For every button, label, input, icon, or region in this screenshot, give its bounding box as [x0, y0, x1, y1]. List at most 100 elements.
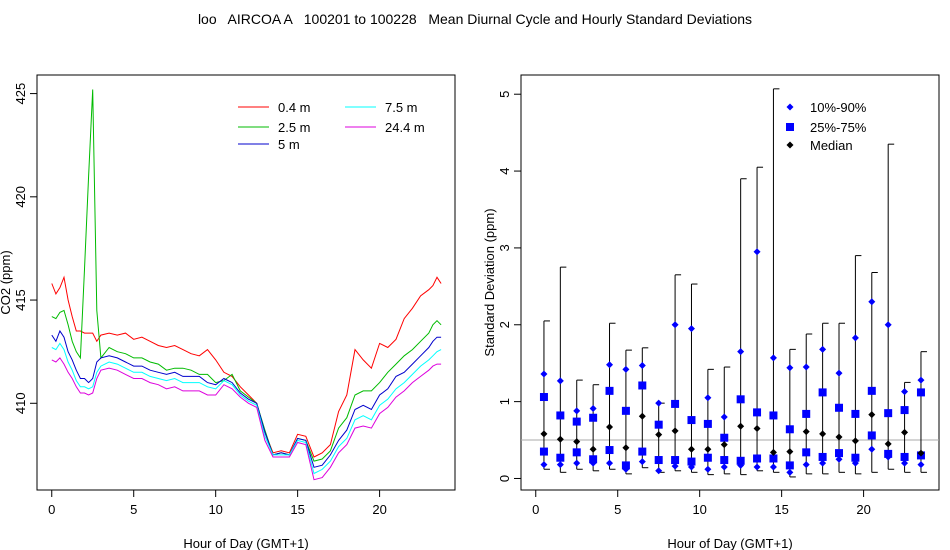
p25-point: [884, 449, 893, 458]
p90-point: [589, 405, 597, 413]
median-point: [638, 412, 646, 420]
p75-point: [720, 433, 729, 442]
median-point: [655, 431, 663, 439]
p10-point: [769, 463, 777, 471]
p10-point: [606, 459, 614, 467]
p75-point: [900, 406, 909, 415]
p10-point: [835, 455, 843, 463]
p25-point: [769, 454, 778, 463]
median-point: [786, 448, 794, 456]
median-point: [802, 428, 810, 436]
median-point: [720, 441, 728, 449]
series-line-2-5-m: [51, 89, 442, 462]
p25-point: [621, 461, 630, 470]
p10-point: [540, 461, 548, 469]
legend-label: 24.4 m: [385, 120, 425, 135]
median-point: [737, 422, 745, 430]
p25-point: [785, 461, 794, 470]
p90-point: [720, 413, 728, 421]
legend-label: 0.4 m: [278, 100, 311, 115]
y-axis-label: Standard Deviation (ppm): [482, 208, 497, 356]
p25-point: [687, 457, 696, 466]
y-tick-label: 3: [497, 244, 512, 251]
median-point: [622, 444, 630, 452]
y-tick-label: 1: [497, 398, 512, 405]
p10-point: [573, 459, 581, 467]
p10-point: [704, 465, 712, 473]
median-point: [753, 425, 761, 433]
median-point: [589, 445, 597, 453]
y-tick-label: 0: [497, 475, 512, 482]
series-line-24-4-m: [51, 357, 442, 481]
p25-point: [556, 453, 565, 462]
p75-point: [539, 393, 548, 402]
y-axis-label: CO2 (ppm): [0, 250, 13, 314]
p90-point: [671, 321, 679, 329]
legend-label: 7.5 m: [385, 100, 418, 115]
p10-point: [655, 467, 663, 475]
median-point: [606, 423, 614, 431]
median-point: [573, 438, 581, 446]
p90-point: [655, 399, 663, 407]
y-tick-label: 2: [497, 321, 512, 328]
p75-point: [589, 413, 598, 422]
p75-point: [556, 411, 565, 420]
p75-point: [785, 425, 794, 434]
p90-point: [737, 348, 745, 356]
p25-point: [605, 446, 614, 455]
p10-point: [556, 461, 564, 469]
p25-point: [818, 452, 827, 461]
x-tick-label: 20: [856, 502, 870, 517]
x-tick-label: 5: [130, 502, 137, 517]
p25-point: [802, 448, 811, 457]
p25-point: [736, 456, 745, 465]
x-tick-label: 15: [290, 502, 304, 517]
p10-point: [786, 468, 794, 476]
p75-point: [867, 386, 876, 395]
y-tick-label: 415: [13, 289, 28, 311]
median-point: [687, 445, 695, 453]
median-point: [556, 435, 564, 443]
plot-frame: [520, 74, 940, 491]
p90-point: [622, 365, 630, 373]
plot-frame: [36, 74, 456, 491]
x-tick-label: 20: [372, 502, 386, 517]
p75-point: [851, 409, 860, 418]
p90-point: [917, 376, 925, 384]
p75-point: [736, 395, 745, 404]
p25-point: [867, 431, 876, 440]
x-axis-label: Hour of Day (GMT+1): [667, 536, 792, 550]
p10-point: [671, 462, 679, 470]
y-tick-label: 425: [13, 83, 28, 105]
p90-point: [901, 388, 909, 396]
p90-point: [556, 377, 564, 385]
x-tick-label: 0: [48, 502, 55, 517]
median-point: [769, 448, 777, 456]
p10-point: [819, 459, 827, 467]
p25-point: [654, 456, 663, 465]
legend-marker: [786, 141, 794, 149]
legend-label: 25%-75%: [810, 120, 867, 135]
x-tick-label: 10: [692, 502, 706, 517]
p10-point: [720, 463, 728, 471]
series-line-5-m: [51, 329, 442, 468]
p75-point: [687, 416, 696, 425]
p90-point: [638, 362, 646, 369]
p25-point: [539, 447, 548, 456]
p90-point: [819, 345, 827, 353]
median-point: [901, 428, 909, 436]
p25-point: [753, 454, 762, 463]
x-axis-label: Hour of Day (GMT+1): [183, 536, 308, 550]
median-point: [835, 433, 843, 441]
median-point: [917, 449, 925, 457]
median-point: [540, 430, 548, 438]
p75-point: [753, 408, 762, 417]
y-tick-label: 420: [13, 186, 28, 208]
p25-point: [638, 447, 647, 456]
p75-point: [802, 409, 811, 418]
y-tick-label: 5: [497, 91, 512, 98]
median-point: [704, 445, 712, 453]
p25-point: [720, 456, 729, 465]
p25-point: [851, 453, 860, 462]
p90-point: [540, 370, 548, 378]
